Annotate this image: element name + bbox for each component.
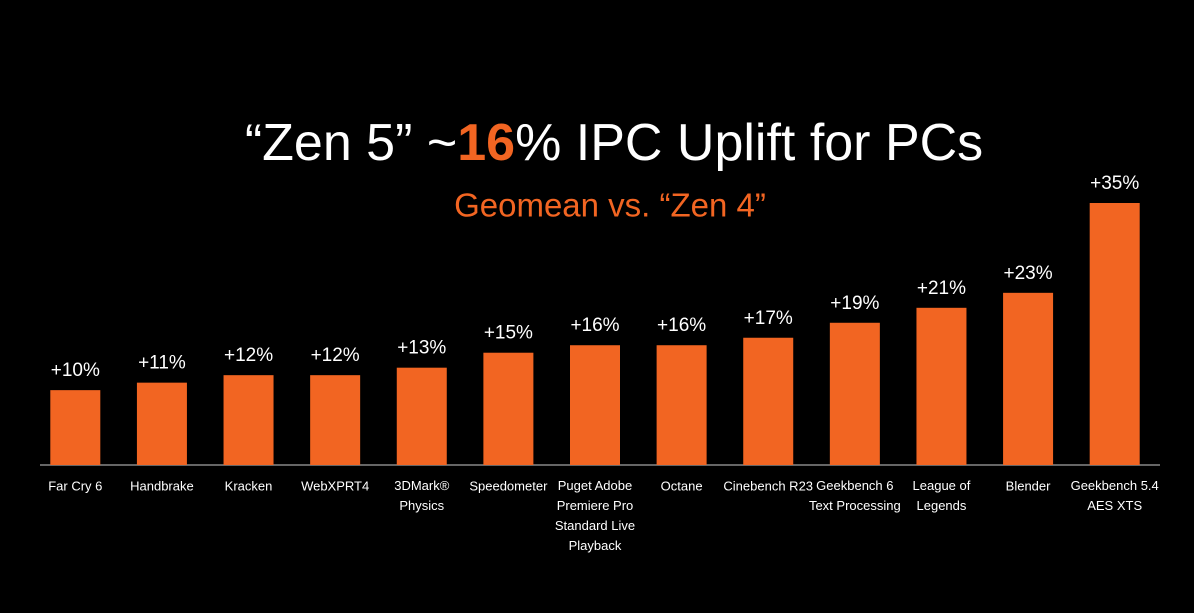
value-label: +21% [917,278,966,299]
chart-title: “Zen 5” ~16% IPC Uplift for PCs [245,114,983,172]
value-label: +35% [1090,173,1139,194]
x-tick-label: League of Legends [913,478,971,513]
x-tick-label: Kracken [225,478,273,493]
x-tick-label-line: Puget Adobe [558,478,632,493]
x-tick-label-line: AES XTS [1087,498,1142,513]
title-part: “Zen 5” ~ [245,114,457,172]
bar [829,322,880,465]
x-tick-label-line: Text Processing [809,498,901,513]
bar [223,375,274,465]
bar [483,352,534,465]
bar [916,307,967,465]
x-tick-label-line: Physics [399,498,444,513]
bar [310,375,361,465]
bar [1089,203,1140,465]
x-tick-label: Cinebench R23 [723,478,813,493]
x-tick-label-line: Geekbench 5.4 [1071,478,1159,493]
x-tick-label-line: 3DMark® [394,478,450,493]
x-tick-label: Geekbench 5.4 AES XTS [1071,478,1159,513]
x-tick-label: WebXPRT4 [301,478,369,493]
value-label: +10% [51,360,100,381]
bar [136,382,187,465]
value-label: +16% [657,315,706,336]
value-label: +13% [397,338,446,359]
chart-subtitle: Geomean vs. “Zen 4” [454,187,766,224]
x-tick-label: Octane [661,478,703,493]
bar [656,345,707,465]
value-label: +19% [830,293,879,314]
x-tick-label: 3DMark® Physics [394,478,450,513]
bar [1003,292,1054,465]
value-label: +12% [224,345,273,366]
x-tick-label-line: Legends [917,498,967,513]
value-label: +15% [484,323,533,344]
x-tick-label-line: Playback [569,538,622,553]
x-tick-label: Speedometer [469,478,548,493]
value-label: +17% [744,308,793,329]
x-tick-label: Handbrake [130,478,194,493]
x-tick-label-line: Geekbench 6 [816,478,893,493]
x-tick-label-line: League of [913,478,971,493]
x-tick-label: Puget Adobe Premiere Pro Standard Live Play… [555,478,635,553]
x-tick-label-line: Premiere Pro [557,498,634,513]
bar [50,390,101,465]
x-tick-label: Blender [1006,478,1051,493]
value-label: +11% [138,353,186,374]
title-part: % IPC Uplift for PCs [515,114,983,172]
title-part: 16 [457,114,515,172]
value-label: +12% [311,345,360,366]
x-tick-label: Far Cry 6 [48,478,102,493]
value-label: +16% [570,315,619,336]
bar [743,337,794,465]
bar [570,345,620,465]
value-label: +23% [1004,263,1053,284]
bar [396,367,447,465]
x-tick-label-line: Standard Live [555,518,635,533]
x-tick-label: Geekbench 6 Text Processing [809,478,901,513]
